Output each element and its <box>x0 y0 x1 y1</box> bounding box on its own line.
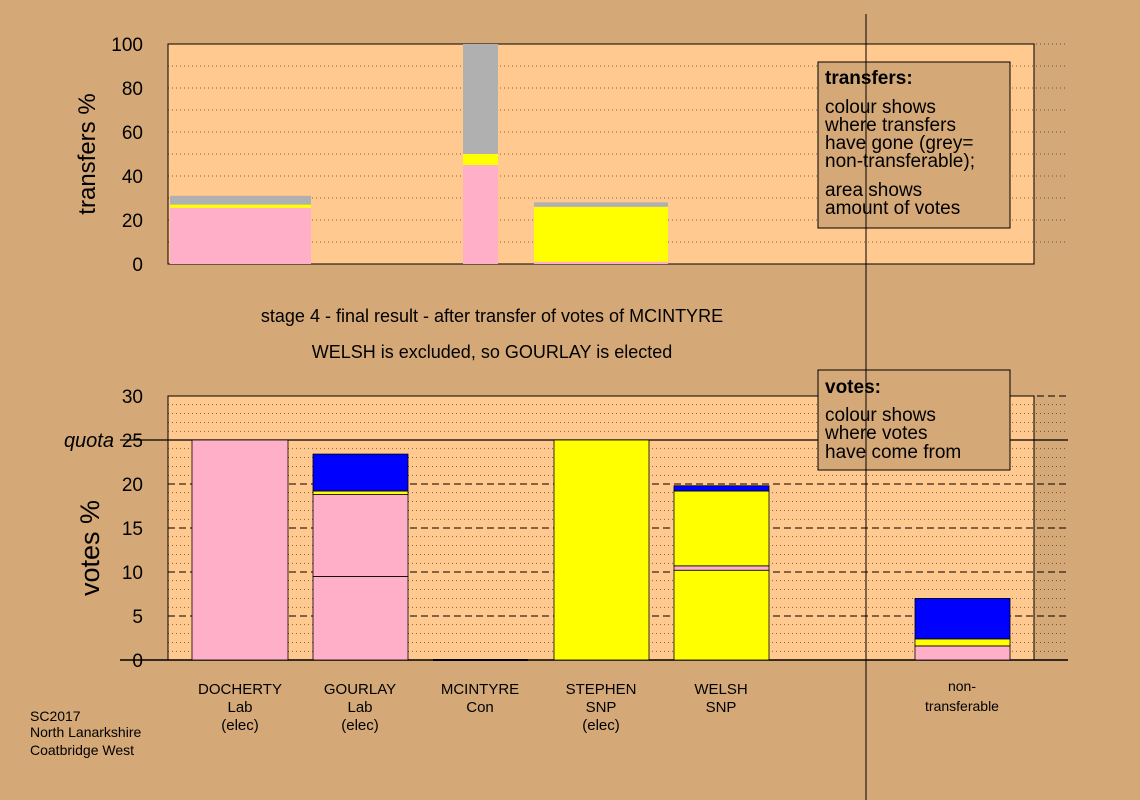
transfers-legend-title: transfers: <box>825 68 913 89</box>
vote-segment <box>553 439 650 661</box>
votes-ytick-label: 15 <box>122 519 143 540</box>
candidate-name-label: MCINTYRE <box>441 681 519 698</box>
transfers-ytick-label: 0 <box>132 255 143 276</box>
transfer-segment <box>463 165 498 264</box>
footer-line-3: Coatbridge West <box>30 742 134 758</box>
transfers-ytick-label: 40 <box>122 167 143 188</box>
transfers-legend-line: area shows <box>825 180 922 201</box>
votes-legend-line: where votes <box>824 423 927 444</box>
votes-ytick-label: 25 <box>122 431 143 452</box>
candidate-party-label: Lab <box>347 699 372 716</box>
transfers-y-axis-label: transfers % <box>74 93 101 214</box>
transfers-legend-line: non-transferable); <box>825 151 975 172</box>
nontransferable-label-line2: transferable <box>925 698 999 714</box>
transfers-ytick-label: 100 <box>111 35 143 56</box>
transfers-legend-line: colour shows <box>825 97 936 118</box>
votes-legend-title: votes: <box>825 377 881 398</box>
vote-segment <box>914 638 1011 647</box>
votes-ytick-label: 10 <box>122 563 143 584</box>
candidate-status-label: (elec) <box>341 717 379 734</box>
votes-ytick-label: 5 <box>132 607 143 628</box>
vote-segment <box>673 490 770 567</box>
candidate-status-label: (elec) <box>582 717 620 734</box>
votes-legend-box <box>817 369 1011 471</box>
footer-line-1: SC2017 <box>30 708 81 724</box>
vote-segment <box>312 576 409 661</box>
votes-ytick-label: 0 <box>132 651 143 672</box>
transfers-chart: 0 20 40 60 80 100 transfers % transfers: colour … <box>74 35 1068 276</box>
vote-segment <box>312 490 409 495</box>
candidate-name-label: GOURLAY <box>324 681 396 698</box>
transfer-segment <box>534 261 668 264</box>
vote-segment <box>673 569 770 661</box>
transfer-segment <box>170 207 311 264</box>
transfer-segment <box>463 44 498 154</box>
stage-title-line1: stage 4 - final result - after transfer … <box>261 306 723 326</box>
candidate-party-label: SNP <box>706 699 737 716</box>
transfers-ytick-label: 80 <box>122 79 143 100</box>
footer-line-2: North Lanarkshire <box>30 724 141 740</box>
candidate-name-label: WELSH <box>694 681 747 698</box>
candidate-name-label: DOCHERTY <box>198 681 282 698</box>
transfers-ytick-label: 20 <box>122 211 143 232</box>
votes-legend-line: have come from <box>825 442 961 463</box>
vote-segment <box>312 453 409 492</box>
votes-ytick-label: 30 <box>122 387 143 408</box>
candidate-party-label: Con <box>466 699 494 716</box>
vote-segment <box>914 598 1011 640</box>
candidate-party-label: SNP <box>586 699 617 716</box>
transfer-segment <box>534 202 668 207</box>
vote-segment <box>312 494 409 577</box>
transfers-legend-box <box>817 61 1011 229</box>
votes-y-axis-label: votes % <box>75 500 105 596</box>
transfer-segment <box>170 195 311 205</box>
quota-label: quota <box>64 430 114 452</box>
votes-legend-line: colour shows <box>825 405 936 426</box>
transfers-legend-line: have gone (grey= <box>825 133 973 154</box>
candidate-party-label: Lab <box>227 699 252 716</box>
candidate-name-label: STEPHEN <box>566 681 637 698</box>
nontransferable-label-line1: non- <box>948 678 976 694</box>
transfer-segment <box>170 204 311 208</box>
candidate-status-label: (elec) <box>221 717 259 734</box>
vote-segment <box>673 565 770 571</box>
transfer-segment <box>463 154 498 165</box>
transfer-segment <box>534 206 668 262</box>
transfers-ytick-label: 60 <box>122 123 143 144</box>
transfers-legend-line: amount of votes <box>825 198 960 219</box>
vote-segment <box>914 645 1011 661</box>
votes-ytick-label: 20 <box>122 475 143 496</box>
transfers-legend-line: where transfers <box>824 115 956 136</box>
vote-segment <box>673 485 770 492</box>
stage-title-line2: WELSH is excluded, so GOURLAY is elected <box>312 342 672 362</box>
vote-segment <box>191 439 289 661</box>
